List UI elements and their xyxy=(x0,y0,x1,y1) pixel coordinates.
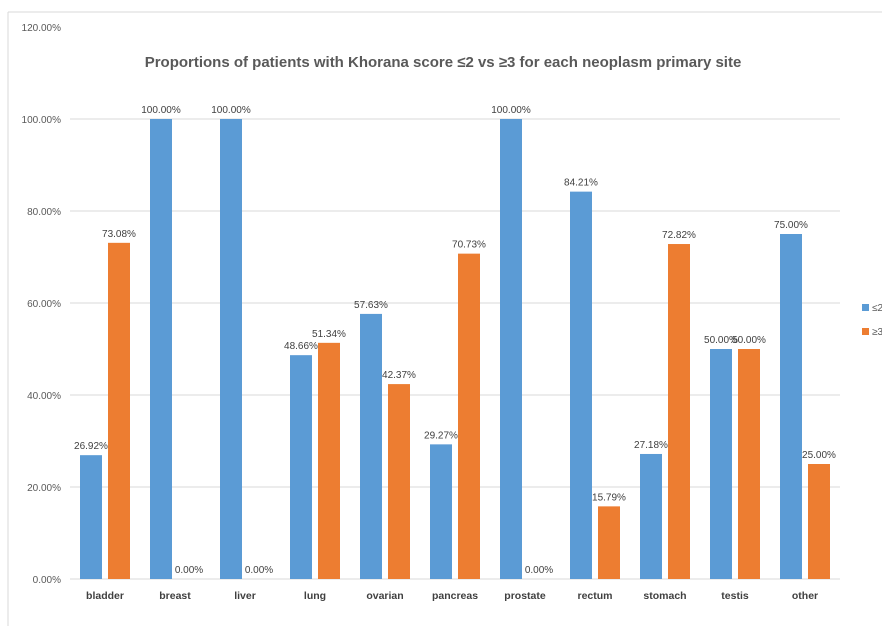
bar-other-series-1 xyxy=(780,234,802,579)
legend-label: ≤2 xyxy=(872,303,882,314)
x-tick-label: other xyxy=(792,590,818,602)
y-tick-label: 60.00% xyxy=(27,299,61,310)
bar-bladder-series-2 xyxy=(108,242,130,579)
x-tick-label: testis xyxy=(721,590,749,602)
bars xyxy=(80,119,830,579)
data-label: 57.63% xyxy=(354,300,388,311)
data-label: 26.92% xyxy=(74,441,108,452)
bar-lung-series-2 xyxy=(318,342,340,579)
bar-other-series-2 xyxy=(808,464,830,579)
data-label: 42.37% xyxy=(382,370,416,381)
bar-testis-series-2 xyxy=(738,349,760,579)
bar-rectum-series-2 xyxy=(598,506,620,579)
chart-title: Proportions of patients with Khorana sco… xyxy=(145,54,742,71)
legend-swatch xyxy=(862,328,869,335)
x-tick-label: ovarian xyxy=(366,590,403,602)
data-label: 73.08% xyxy=(102,229,136,240)
bar-stomach-series-1 xyxy=(640,453,662,579)
y-tick-label: 20.00% xyxy=(27,483,61,494)
legend: ≤2 ≥3 xyxy=(862,303,882,338)
y-axis: 0.00% 20.00% 40.00% 60.00% 80.00% 100.00% 120.… xyxy=(22,23,62,586)
data-label: 0.00% xyxy=(525,565,553,576)
data-labels: 26.92% 73.08% 100.00% 0.00% 100.00% 0.00% 48.6… xyxy=(74,105,836,576)
x-tick-label: prostate xyxy=(504,590,546,602)
data-label: 0.00% xyxy=(245,565,273,576)
x-tick-label: liver xyxy=(234,590,256,602)
bar-rectum-series-1 xyxy=(570,191,592,579)
data-label: 100.00% xyxy=(211,105,251,116)
x-tick-label: breast xyxy=(159,590,191,602)
grid-lines xyxy=(70,118,840,580)
y-tick-label: 120.00% xyxy=(22,23,62,34)
data-label: 29.27% xyxy=(424,430,458,441)
data-label: 0.00% xyxy=(175,565,203,576)
data-label: 48.66% xyxy=(284,341,318,352)
data-label: 51.34% xyxy=(312,329,346,340)
data-label: 75.00% xyxy=(774,220,808,231)
x-axis: bladder breast liver lung ovarian pancreas pro… xyxy=(86,590,818,602)
data-label: 72.82% xyxy=(662,230,696,241)
legend-label: ≥3 xyxy=(872,327,882,338)
bar-prostate-series-1 xyxy=(500,119,522,579)
y-tick-label: 0.00% xyxy=(33,575,61,586)
data-label: 15.79% xyxy=(592,492,626,503)
data-label: 50.00% xyxy=(732,335,766,346)
bar-stomach-series-2 xyxy=(668,244,690,579)
x-tick-label: lung xyxy=(304,590,326,602)
data-label: 70.73% xyxy=(452,240,486,251)
bar-pancreas-series-2 xyxy=(458,253,480,579)
data-label: 27.18% xyxy=(634,440,668,451)
bar-pancreas-series-1 xyxy=(430,444,452,579)
bar-ovarian-series-2 xyxy=(388,384,410,579)
data-label: 25.00% xyxy=(802,450,836,461)
legend-swatch xyxy=(862,304,869,311)
y-tick-label: 40.00% xyxy=(27,391,61,402)
x-tick-label: pancreas xyxy=(432,590,478,602)
x-tick-label: stomach xyxy=(643,590,686,602)
bar-liver-series-1 xyxy=(220,119,242,579)
x-tick-label: bladder xyxy=(86,590,124,602)
data-label: 84.21% xyxy=(564,178,598,189)
x-tick-label: rectum xyxy=(577,590,612,602)
y-tick-label: 100.00% xyxy=(22,115,62,126)
bar-bladder-series-1 xyxy=(80,455,102,579)
y-tick-label: 80.00% xyxy=(27,207,61,218)
bar-breast-series-1 xyxy=(150,119,172,579)
data-label: 100.00% xyxy=(141,105,181,116)
bar-testis-series-1 xyxy=(710,349,732,579)
bar-ovarian-series-1 xyxy=(360,313,382,579)
bar-lung-series-1 xyxy=(290,355,312,579)
data-label: 50.00% xyxy=(704,335,738,346)
data-label: 100.00% xyxy=(491,105,531,116)
